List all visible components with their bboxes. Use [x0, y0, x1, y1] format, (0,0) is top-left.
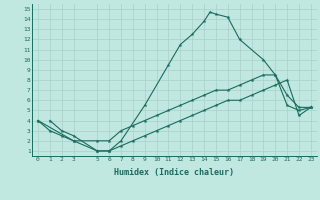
X-axis label: Humidex (Indice chaleur): Humidex (Indice chaleur): [115, 168, 234, 177]
